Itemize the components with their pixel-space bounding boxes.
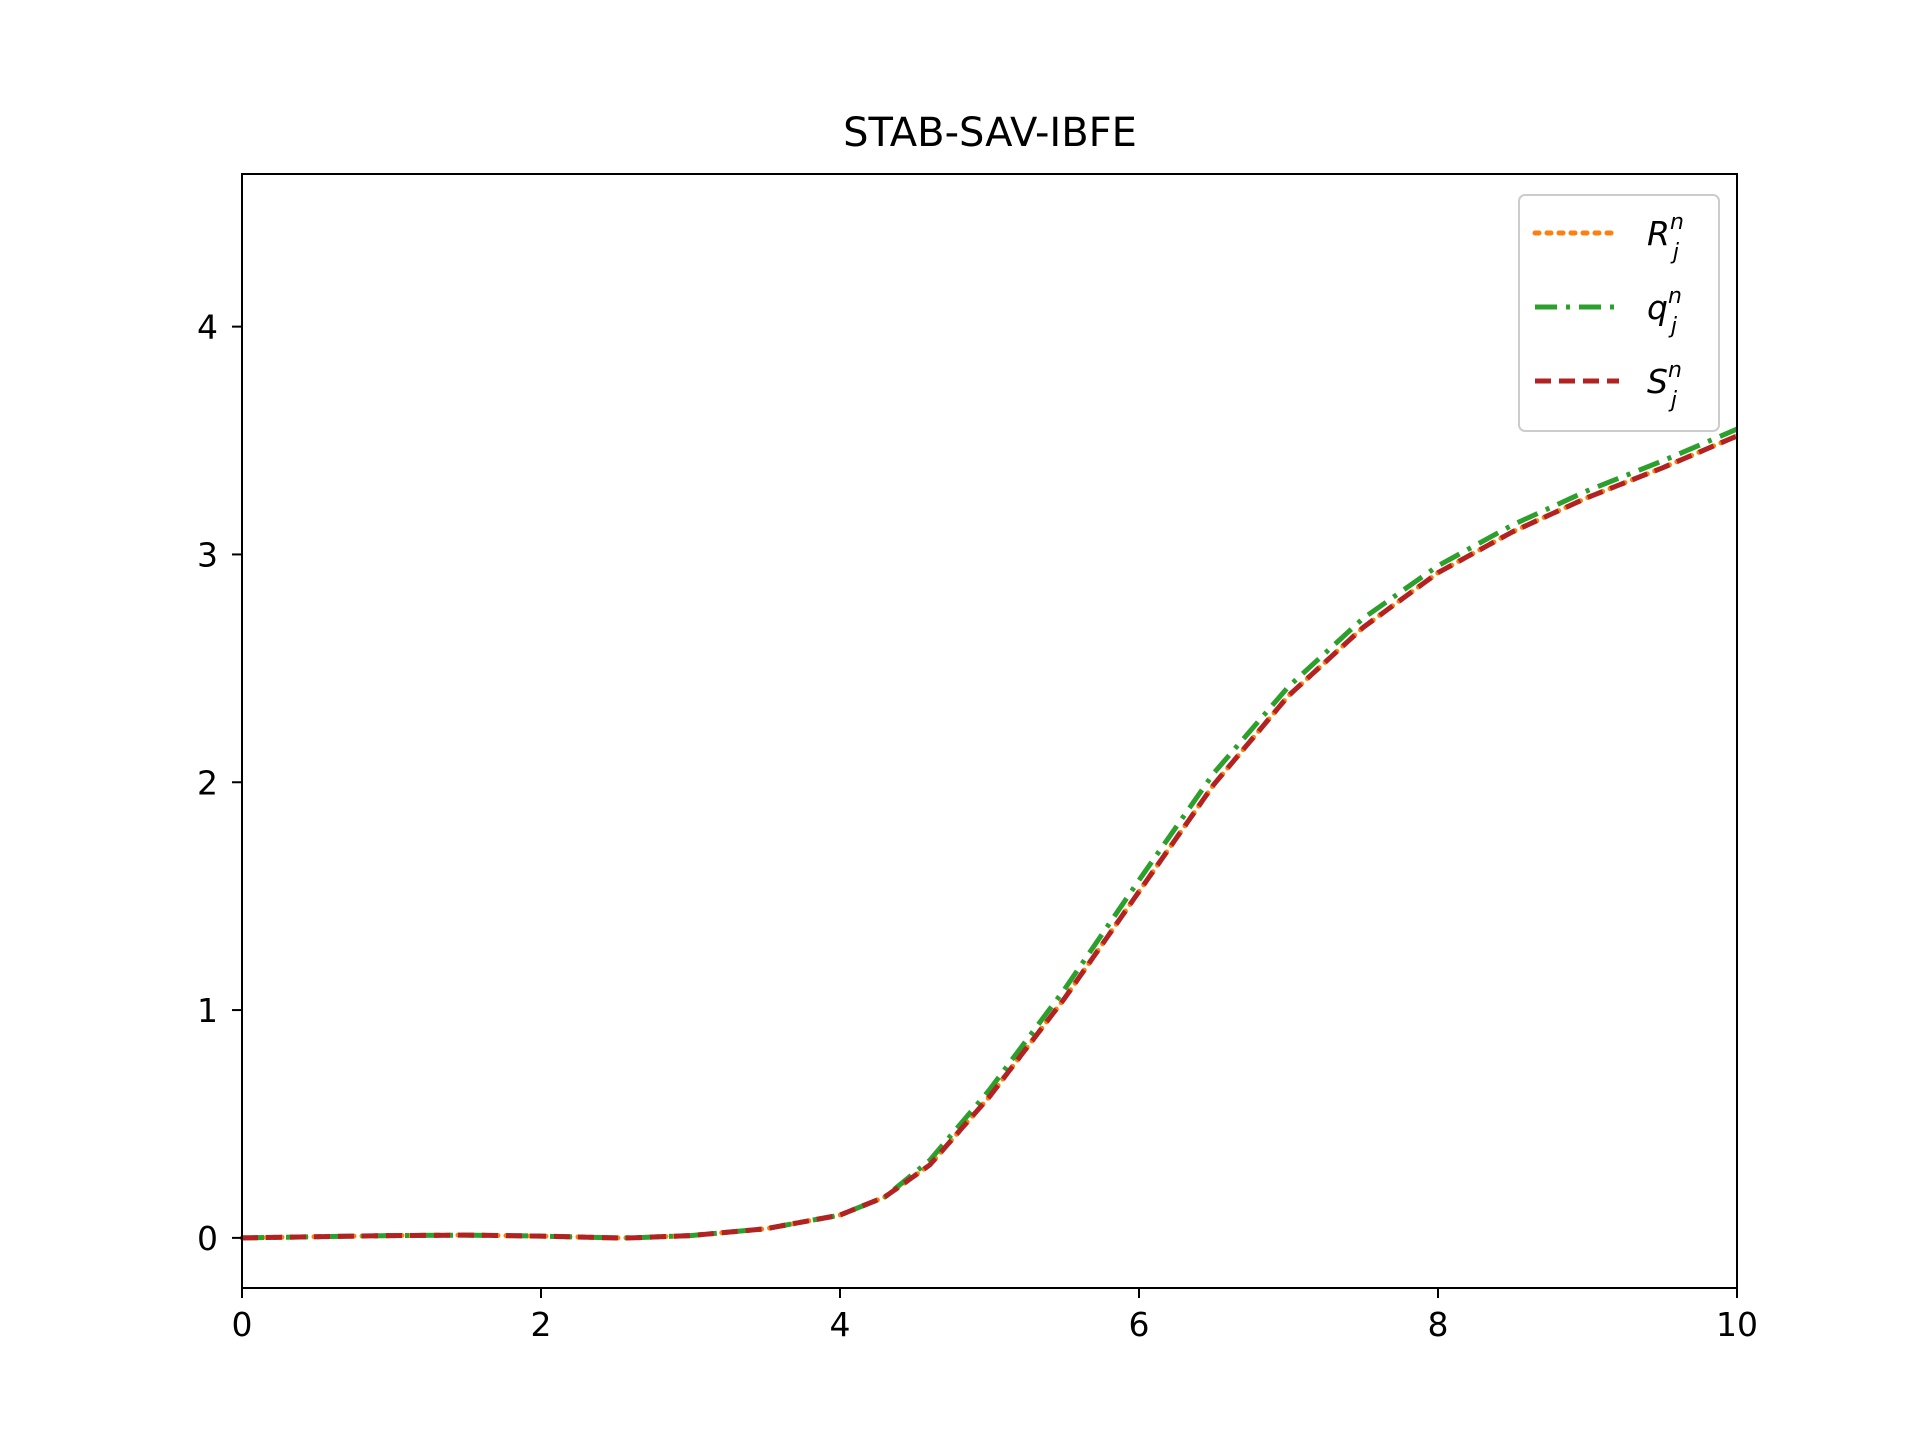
series-line-r [239,433,1740,1241]
x-tick-label: 2 [531,1305,552,1344]
legend-box [1518,194,1720,432]
legend-label-q: qn j [1647,284,1682,339]
chart-title: STAB-SAV-IBFE [843,110,1137,156]
series-line-s [241,433,1738,1241]
legend-label-s: Sn j [1647,358,1682,413]
x-tick-label: 0 [232,1305,253,1344]
x-tick-label: 4 [830,1305,851,1344]
x-tick-label: 8 [1428,1305,1449,1344]
legend-label-r: Rn j [1647,210,1684,265]
x-tick-label: 6 [1129,1305,1150,1344]
y-tick-label: 4 [197,308,218,347]
y-axis: 0 1 2 3 4 [197,308,242,1258]
x-tick-label: 10 [1716,1305,1758,1344]
plot-frame [241,173,1738,1289]
y-tick-label: 1 [197,991,218,1030]
y-tick-label: 2 [197,763,218,802]
y-tick-label: 0 [197,1219,218,1258]
x-axis: 0 2 4 6 8 10 [232,1288,1758,1344]
legend: Rn j qn j Sn j [1518,194,1720,432]
plot-series [239,426,1740,1241]
series-line-q [241,426,1738,1241]
y-tick-label: 3 [197,535,218,574]
